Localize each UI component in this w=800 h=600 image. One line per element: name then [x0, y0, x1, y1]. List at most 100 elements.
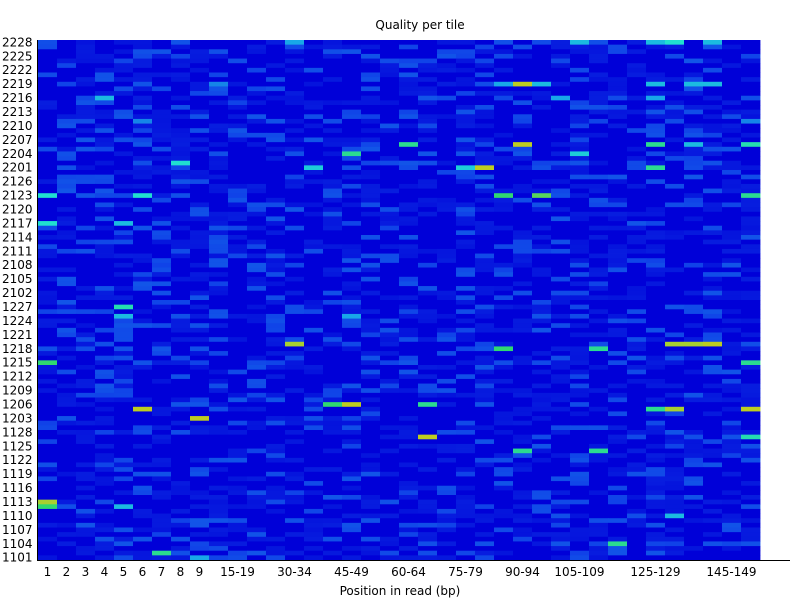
heatmap-cell [437, 100, 457, 106]
heatmap-cell [38, 541, 58, 547]
heatmap-cell [228, 341, 248, 347]
heatmap-cell [646, 476, 666, 482]
heatmap-cell [266, 425, 286, 431]
heatmap-cell [741, 513, 761, 519]
heatmap-cell [38, 165, 58, 171]
heatmap-cell [114, 81, 134, 87]
y-tick-label: 2207 [2, 133, 33, 147]
y-tick-label: 2201 [2, 161, 33, 175]
heatmap-cell [209, 276, 229, 282]
heatmap-cell [456, 346, 476, 352]
heatmap-cell [133, 546, 153, 552]
heatmap-cell [551, 527, 571, 533]
heatmap-cell [76, 476, 96, 482]
heatmap-cell [323, 230, 343, 236]
heatmap-cell [570, 295, 590, 301]
heatmap-cell [361, 416, 381, 422]
heatmap-cell [209, 490, 229, 496]
heatmap-cell [494, 267, 514, 273]
heatmap-cell [209, 262, 229, 268]
heatmap-cell [361, 369, 381, 375]
heatmap-cell [304, 156, 324, 162]
heatmap-cell [266, 146, 286, 152]
heatmap-cell [152, 313, 172, 319]
heatmap-cell [418, 105, 438, 111]
heatmap-cell [323, 374, 343, 380]
heatmap-cell [266, 216, 286, 222]
heatmap-cell [133, 351, 153, 357]
heatmap-cell [152, 225, 172, 231]
heatmap-cell [646, 221, 666, 227]
heatmap-cell [399, 439, 419, 445]
heatmap-cell [684, 378, 704, 384]
heatmap-cell [247, 425, 267, 431]
heatmap-cell [247, 392, 267, 398]
heatmap-cell [342, 272, 362, 278]
heatmap-cell [190, 374, 210, 380]
heatmap-cell [133, 53, 153, 59]
heatmap-cell [456, 448, 476, 454]
heatmap-cell [285, 485, 305, 491]
heatmap-cell [418, 392, 438, 398]
heatmap-cell [722, 490, 742, 496]
heatmap-cell [494, 476, 514, 482]
heatmap-cell [551, 276, 571, 282]
heatmap-cell [532, 453, 552, 459]
heatmap-cell [418, 95, 438, 101]
heatmap-cell [342, 105, 362, 111]
heatmap-cell [722, 434, 742, 440]
heatmap-cell [247, 439, 267, 445]
heatmap-cell [361, 202, 381, 208]
heatmap-cell [399, 86, 419, 92]
heatmap-cell [342, 58, 362, 64]
heatmap-cell [152, 281, 172, 287]
heatmap-cell [380, 546, 400, 552]
heatmap-cell [608, 411, 628, 417]
heatmap-cell [133, 109, 153, 115]
heatmap-cell [722, 281, 742, 287]
heatmap-cell [228, 197, 248, 203]
heatmap-cell [304, 63, 324, 69]
heatmap-cell [76, 411, 96, 417]
heatmap-cell [247, 309, 267, 315]
heatmap-cell [266, 72, 286, 78]
heatmap-cell [76, 290, 96, 296]
heatmap-cell [646, 253, 666, 259]
heatmap-cell [570, 397, 590, 403]
heatmap-cell [247, 365, 267, 371]
heatmap-cell [475, 518, 495, 524]
heatmap-cell [38, 128, 58, 134]
heatmap-cell [551, 253, 571, 259]
heatmap-cell [171, 49, 191, 55]
heatmap-cell [456, 522, 476, 528]
heatmap-cell [380, 351, 400, 357]
heatmap-cell [38, 49, 58, 55]
heatmap-cell [399, 434, 419, 440]
heatmap-cell [665, 374, 685, 380]
heatmap-cell [38, 63, 58, 69]
heatmap-cell [437, 253, 457, 259]
heatmap-cell [494, 123, 514, 129]
heatmap-cell [665, 244, 685, 250]
heatmap-cell [684, 86, 704, 92]
heatmap-cell [57, 123, 77, 129]
heatmap-cell [95, 91, 115, 97]
heatmap-cell [114, 481, 134, 487]
heatmap-cell [209, 499, 229, 505]
heatmap-cell [551, 499, 571, 505]
y-tick-label: 1203 [2, 411, 33, 425]
heatmap-cell [741, 499, 761, 505]
heatmap-cell [114, 63, 134, 69]
heatmap-cell [646, 142, 666, 148]
heatmap-cell [570, 453, 590, 459]
heatmap-cell [437, 72, 457, 78]
heatmap-cell [399, 388, 419, 394]
heatmap-cell [665, 202, 685, 208]
heatmap-cell [133, 248, 153, 254]
heatmap-cell [285, 313, 305, 319]
heatmap-cell [228, 295, 248, 301]
heatmap-cell [152, 295, 172, 301]
heatmap-cell [342, 374, 362, 380]
heatmap-cell [38, 341, 58, 347]
heatmap-cell [57, 248, 77, 254]
